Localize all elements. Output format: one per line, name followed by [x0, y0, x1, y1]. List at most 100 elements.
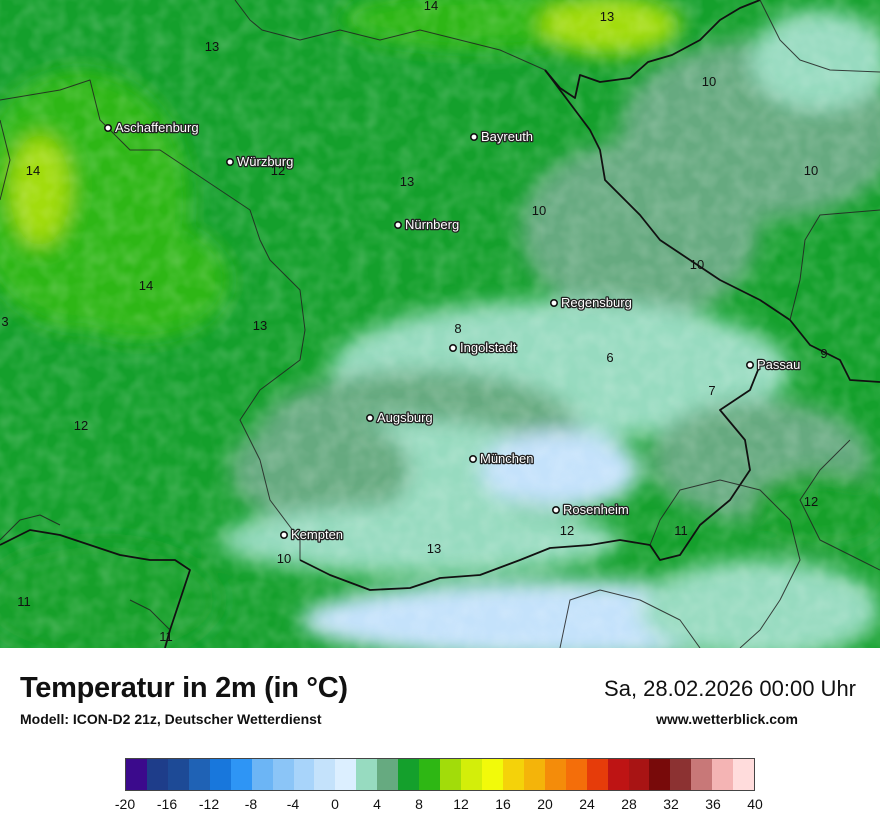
website-link[interactable]: www.wetterblick.com: [656, 711, 798, 727]
legend-swatch: [335, 759, 357, 790]
temperature-value: 10: [277, 551, 291, 566]
temperature-value: 11: [674, 523, 688, 538]
temperature-value: 14: [26, 163, 40, 178]
legend-swatch: [481, 759, 503, 790]
temperature-value: 9: [820, 346, 827, 361]
legend-swatch: [670, 759, 692, 790]
city-label: Aschaffenburg: [115, 120, 199, 135]
city-dot: [549, 298, 558, 307]
city-label: Passau: [757, 357, 800, 372]
legend-swatch: [356, 759, 378, 790]
legend-tick-label: -16: [156, 796, 178, 812]
temperature-value: 12: [271, 163, 285, 178]
legend-tick-label: 36: [705, 796, 721, 812]
temperature-value: 8: [454, 321, 461, 336]
legend-swatch: [502, 759, 524, 790]
legend-swatch: [628, 759, 650, 790]
legend-swatch: [188, 759, 210, 790]
map-canvas: Aschaffenburg Würzburg Bayreuth Nürnberg Reg…: [0, 0, 880, 648]
legend-swatch: [272, 759, 294, 790]
legend-swatch: [440, 759, 461, 790]
temperature-value: 7: [708, 383, 715, 398]
city-munchen: München: [468, 450, 535, 467]
city-label: München: [480, 451, 533, 466]
model-source: Modell: ICON-D2 21z, Deutscher Wetterdie…: [20, 711, 322, 727]
legend-swatch: [712, 759, 734, 790]
temperature-value: 12: [804, 494, 818, 509]
legend-swatch: [586, 759, 608, 790]
legend-swatch: [523, 759, 545, 790]
temperature-value: 10: [690, 257, 704, 272]
city-rosenheim: Rosenheim: [551, 501, 630, 518]
legend-tick-label: 24: [579, 796, 595, 812]
legend-tick-label: 12: [453, 796, 469, 812]
legend-tick-label: 4: [373, 796, 381, 812]
legend-swatch: [419, 759, 441, 790]
legend-swatch: [649, 759, 671, 790]
temperature-value: 13: [600, 9, 614, 24]
city-nurnberg: Nürnberg: [393, 216, 461, 233]
temperature-value: 10: [532, 203, 546, 218]
city-augsburg: Augsburg: [365, 409, 434, 426]
legend-tick-label: -20: [114, 796, 136, 812]
temperature-value: 14: [139, 278, 153, 293]
legend-swatch: [544, 759, 566, 790]
city-dot: [393, 221, 402, 230]
forecast-datetime: Sa, 28.02.2026 00:00 Uhr: [604, 676, 856, 701]
temperature-value: 13: [400, 174, 414, 189]
temperature-values: 14 13 13 10 14 12 13 10 10 10 14 13 3 8 6 9 7 12 12 12 11 13 1…: [1, 0, 827, 644]
temperature-value: 13: [205, 39, 219, 54]
legend-swatch: [398, 759, 420, 790]
city-dot: [468, 454, 477, 463]
temperature-value: 10: [702, 74, 716, 89]
legend-swatch: [565, 759, 587, 790]
legend-swatch: [251, 759, 273, 790]
legend-swatch: [230, 759, 252, 790]
city-dot: [226, 158, 235, 167]
legend-swatch: [167, 759, 189, 790]
field-texture: [0, 0, 880, 648]
city-label: Kempten: [291, 527, 343, 542]
color-legend: [125, 758, 755, 791]
temperature-value: 13: [427, 541, 441, 556]
legend-tick-label: 28: [621, 796, 637, 812]
city-label: Regensburg: [561, 295, 632, 310]
legend-tick-label: -4: [286, 796, 300, 812]
legend-ticks: -20 -16 -12 -8 -4 0 4 8 12 16 20 24 28 32 36 40: [0, 796, 880, 816]
legend-swatch: [126, 759, 147, 790]
city-wurzburg: Würzburg: [226, 153, 295, 170]
city-dot: [365, 413, 374, 422]
city-kempten: Kempten: [279, 526, 344, 543]
temperature-map: Aschaffenburg Würzburg Bayreuth Nürnberg Reg…: [0, 0, 880, 648]
city-dot: [279, 530, 288, 539]
legend-swatch: [209, 759, 231, 790]
city-aschaffenburg: Aschaffenburg: [104, 119, 200, 136]
legend-tick-label: 8: [415, 796, 423, 812]
legend-swatch: [607, 759, 629, 790]
city-markers: Aschaffenburg Würzburg Bayreuth Nürnberg Reg…: [104, 119, 802, 543]
legend-tick-label: -8: [244, 796, 258, 812]
city-dot: [448, 343, 457, 352]
temperature-value: 12: [560, 523, 574, 538]
city-bayreuth: Bayreuth: [469, 128, 534, 145]
legend-tick-label: 0: [331, 796, 339, 812]
city-dot: [469, 133, 478, 142]
map-footer: Temperatur in 2m (in °C) Modell: ICON-D2…: [0, 648, 880, 830]
legend-swatch: [293, 759, 315, 790]
temperature-value: 13: [253, 318, 267, 333]
legend-tick-label: -12: [198, 796, 220, 812]
legend-swatch: [691, 759, 713, 790]
city-label: Würzburg: [237, 154, 293, 169]
country-borders: [0, 0, 880, 648]
city-label: Augsburg: [377, 410, 433, 425]
legend-tick-label: 20: [537, 796, 553, 812]
legend-swatch: [733, 759, 755, 790]
legend-swatch: [146, 759, 168, 790]
temperature-value: 12: [74, 418, 88, 433]
legend-swatch: [377, 759, 399, 790]
temperature-value: 11: [159, 629, 173, 644]
legend-swatch: [314, 759, 336, 790]
city-label: Nürnberg: [405, 217, 459, 232]
city-label: Ingolstadt: [460, 340, 517, 355]
city-label: Bayreuth: [481, 129, 533, 144]
